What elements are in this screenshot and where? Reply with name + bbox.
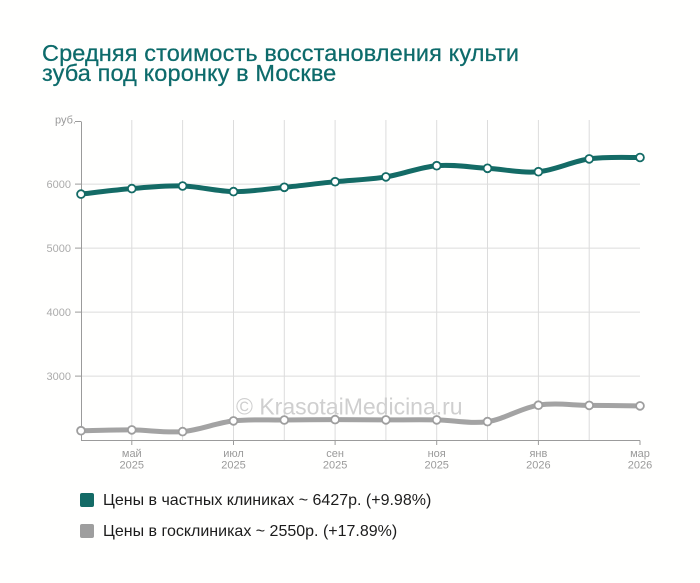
svg-text:сен: сен [326,448,344,460]
svg-text:5000: 5000 [47,243,71,255]
svg-text:янв: янв [529,448,547,460]
svg-text:руб.: руб. [55,115,76,127]
svg-text:июл: июл [223,448,244,460]
svg-text:май: май [122,448,142,460]
svg-text:2026: 2026 [526,460,550,472]
svg-text:4000: 4000 [47,307,71,319]
svg-text:2025: 2025 [323,460,347,472]
svg-text:мар: мар [630,448,650,460]
svg-text:2025: 2025 [120,460,144,472]
svg-text:© KrasotaiMedicina.ru: © KrasotaiMedicina.ru [236,394,463,420]
svg-text:6000: 6000 [47,179,71,191]
svg-text:2026: 2026 [628,460,652,472]
svg-text:3000: 3000 [47,371,71,383]
svg-text:2025: 2025 [424,460,448,472]
svg-text:ноя: ноя [428,448,446,460]
svg-text:2025: 2025 [221,460,245,472]
